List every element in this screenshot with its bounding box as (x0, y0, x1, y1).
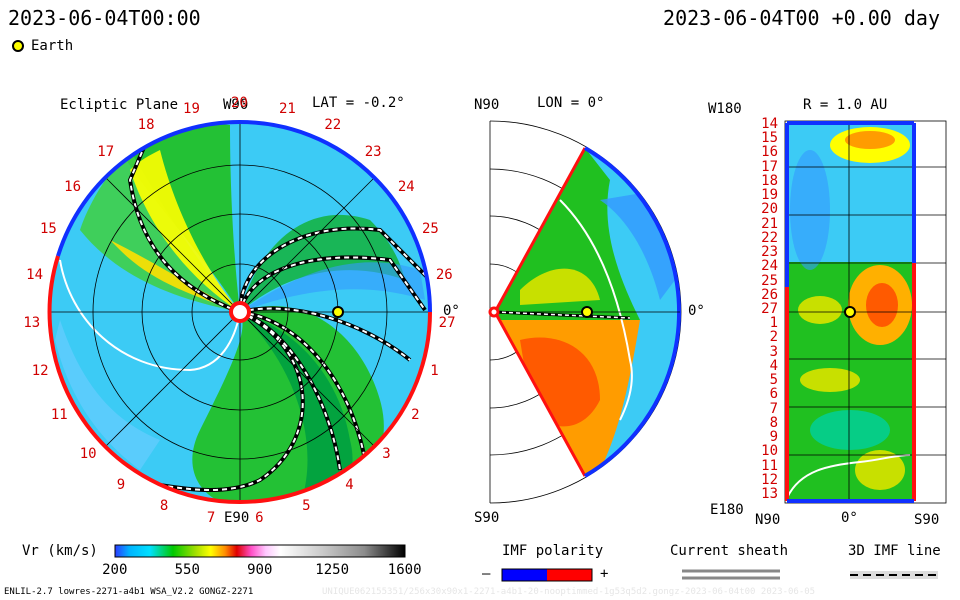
current-sheath-label: Current sheath (670, 543, 789, 559)
radial-title: R = 1.0 AU (803, 97, 888, 113)
radial-y-label: 14 (761, 116, 778, 132)
model-info: ENLIL-2.7 lowres-2271-a4b1 WSA_V2.2 GONG… (4, 587, 254, 597)
radial-y-label: 13 (761, 486, 778, 502)
radial-y-label: 27 (761, 301, 778, 317)
radial-y-label: 20 (761, 201, 778, 218)
earth-meridional-marker (581, 306, 593, 318)
colorbar-tick: 550 (174, 562, 200, 578)
radial-y-label: 7 (769, 400, 778, 417)
left-timestamp: 2023-06-04T00:00 (8, 6, 201, 30)
colorbar-tick: 1250 (315, 562, 350, 578)
radial-y-label: 5 (769, 372, 778, 389)
carrington-label: 11 (50, 407, 68, 423)
radial-x-label-s90: S90 (914, 512, 940, 528)
radial-top-left-label: W180 (708, 101, 742, 117)
earth-ecliptic-marker (332, 306, 344, 318)
colorbar-tick: 200 (102, 562, 128, 578)
ecliptic-right-label: 0° (443, 303, 460, 319)
carrington-label: 19 (183, 100, 200, 117)
carrington-label: 2 (411, 407, 420, 423)
carrington-label: 26 (435, 266, 453, 283)
colorbar (114, 544, 406, 558)
radial-y-label: 8 (769, 414, 778, 431)
radial-y-label: 1 (769, 315, 778, 332)
carrington-label: 1 (430, 362, 439, 379)
ecliptic-lat-label: LAT = -0.2° (312, 95, 405, 111)
radial-y-label: 16 (761, 144, 778, 161)
earth-radial-marker (844, 306, 856, 318)
imf-minus-label: – (482, 566, 491, 582)
radial-y-label: 23 (761, 244, 778, 261)
radial-y-label: 6 (769, 386, 778, 403)
carrington-label: 9 (116, 476, 126, 493)
radial-y-label: 26 (761, 286, 778, 303)
carrington-label: 8 (159, 498, 169, 515)
carrington-label: 24 (397, 178, 415, 195)
carrington-label: 6 (255, 509, 264, 526)
radial-y-label: 25 (761, 272, 778, 289)
imf-line-label: 3D IMF line (848, 543, 941, 559)
radial-x-label-0: 0° (841, 510, 858, 526)
carrington-label: 5 (302, 498, 311, 515)
earth-legend-label: Earth (31, 38, 74, 54)
right-timestamp: 2023-06-04T00 +0.00 day (663, 6, 940, 30)
ecliptic-top-label: W90 (223, 97, 249, 113)
colorbar-label: Vr (km/s) (22, 543, 98, 559)
radial-bottom-left-label: E180 (710, 502, 744, 518)
meridional-north-label: N90 (474, 97, 500, 113)
carrington-label: 14 (26, 266, 44, 283)
ecliptic-bottom-label: E90 (224, 510, 250, 526)
carrington-label: 12 (31, 362, 49, 379)
radial-y-label: 15 (761, 130, 778, 147)
carrington-label: 23 (364, 143, 382, 160)
radial-y-label: 12 (761, 471, 778, 488)
radial-x-label-n90: N90 (755, 512, 781, 528)
radial-panel (784, 120, 947, 504)
colorbar-tick: 1600 (387, 562, 422, 578)
imf-negative-swatch (502, 569, 547, 581)
meridional-right-label: 0° (688, 303, 705, 319)
watermark: UNIQUE062155351/256x30x90x1-2271-a4b1-20… (322, 587, 816, 597)
imf-positive-swatch (547, 569, 592, 581)
carrington-label: 20 (231, 95, 248, 111)
radial-y-label: 21 (761, 215, 778, 232)
radial-y-label: 24 (761, 258, 778, 275)
radial-y-label: 22 (761, 229, 778, 246)
radial-y-label: 4 (769, 357, 778, 374)
meridional-lon-label: LON = 0° (537, 95, 605, 111)
colorbar-tick: 900 (247, 562, 273, 578)
radial-y-label: 19 (761, 187, 778, 204)
carrington-label: 13 (23, 315, 41, 332)
radial-y-label: 18 (761, 172, 778, 189)
carrington-label: 15 (40, 220, 57, 237)
radial-y-label: 3 (769, 343, 778, 360)
imf-polarity-label: IMF polarity (502, 543, 604, 559)
carrington-label: 10 (79, 445, 97, 462)
radial-y-label: 10 (761, 443, 778, 460)
carrington-label: 27 (438, 315, 456, 332)
carrington-label: 22 (324, 117, 342, 134)
carrington-label: 3 (382, 445, 391, 462)
carrington-label: 18 (137, 117, 155, 134)
radial-y-label: 11 (761, 457, 778, 474)
ecliptic-title: Ecliptic Plane (60, 97, 179, 113)
carrington-label: 4 (345, 476, 354, 493)
ecliptic-panel (47, 119, 432, 505)
radial-y-label: 17 (761, 158, 778, 175)
carrington-label: 21 (278, 100, 296, 117)
imf-plus-label: + (600, 566, 609, 582)
earth-marker-icon (12, 40, 24, 52)
carrington-label: 16 (64, 178, 82, 195)
carrington-label: 17 (97, 143, 115, 160)
carrington-label: 25 (421, 220, 439, 237)
radial-y-label: 2 (769, 329, 778, 346)
carrington-label: 7 (206, 509, 216, 526)
meridional-south-label: S90 (474, 510, 500, 526)
meridional-panel (488, 120, 682, 504)
radial-y-label: 9 (769, 429, 778, 446)
